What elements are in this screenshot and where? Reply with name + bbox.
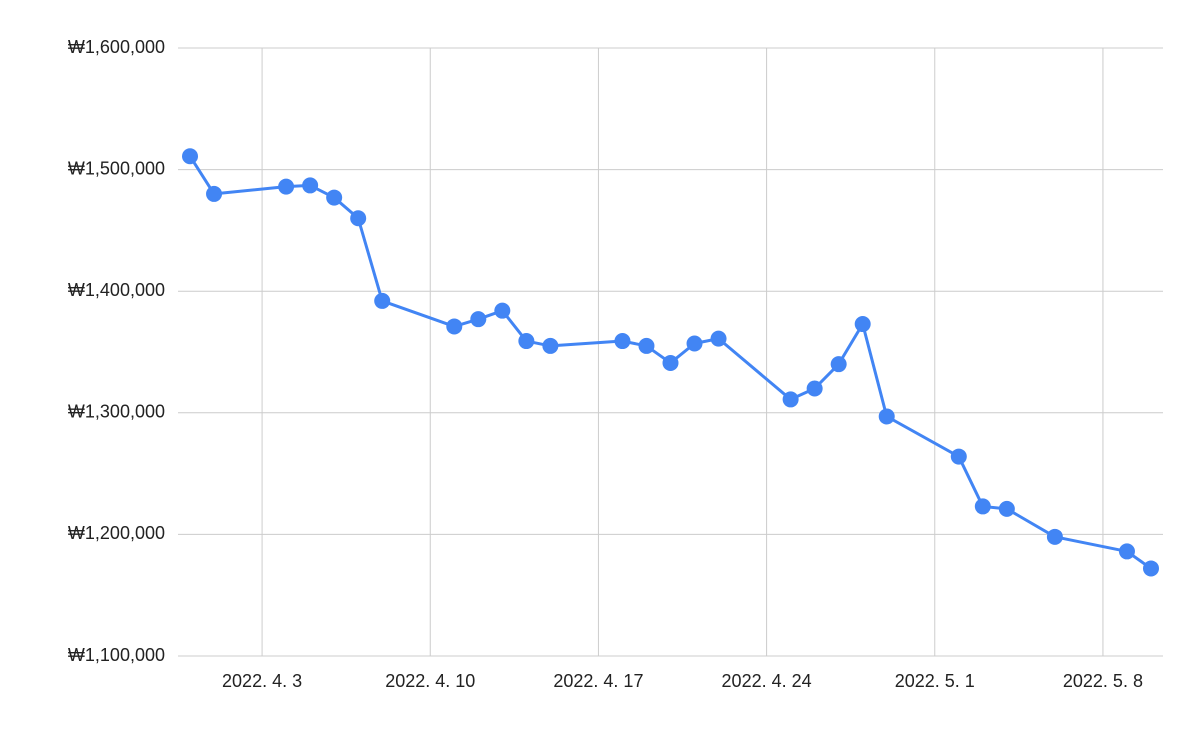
point xyxy=(542,337,559,354)
point xyxy=(494,302,511,319)
point xyxy=(1118,543,1135,560)
x-tick-label: 2022. 4. 3 xyxy=(222,671,302,691)
point xyxy=(878,408,895,425)
point xyxy=(1046,528,1063,545)
point xyxy=(998,500,1015,517)
y-tick-label: ₩1,600,000 xyxy=(68,37,165,57)
y-tick-label: ₩1,500,000 xyxy=(68,158,165,178)
point xyxy=(782,391,799,408)
point xyxy=(470,311,487,328)
point xyxy=(830,356,847,373)
point xyxy=(446,318,463,335)
point xyxy=(326,189,343,206)
point xyxy=(206,185,223,202)
x-tick-label: 2022. 5. 1 xyxy=(895,671,975,691)
point xyxy=(614,333,631,350)
point xyxy=(974,498,991,515)
point xyxy=(638,337,655,354)
point xyxy=(1142,560,1159,577)
x-tick-label: 2022. 5. 8 xyxy=(1063,671,1143,691)
point xyxy=(302,177,319,194)
y-tick-label: ₩1,400,000 xyxy=(68,280,165,300)
y-tick-label: ₩1,100,000 xyxy=(68,645,165,665)
point xyxy=(518,333,535,350)
line xyxy=(188,155,1152,570)
x-tick-label: 2022. 4. 10 xyxy=(385,671,475,691)
point xyxy=(806,380,823,397)
point xyxy=(686,335,703,352)
point xyxy=(350,210,367,227)
x-tick-label: 2022. 4. 17 xyxy=(553,671,643,691)
y-tick-label: ₩1,200,000 xyxy=(68,523,165,543)
point xyxy=(854,316,871,333)
point xyxy=(950,448,967,465)
x-tick-label: 2022. 4. 24 xyxy=(722,671,812,691)
point xyxy=(278,178,295,195)
point xyxy=(374,292,391,309)
point xyxy=(662,354,679,371)
y-tick-label: ₩1,300,000 xyxy=(68,402,165,422)
point xyxy=(182,148,199,165)
point xyxy=(710,330,727,347)
